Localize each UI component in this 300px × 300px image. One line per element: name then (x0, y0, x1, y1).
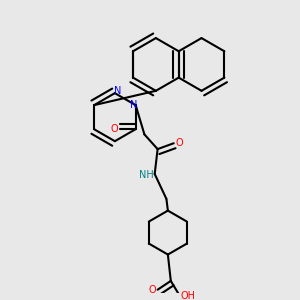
Text: O: O (148, 285, 156, 295)
Text: N: N (130, 100, 137, 110)
Text: O: O (175, 138, 183, 148)
Text: O: O (110, 124, 118, 134)
Text: N: N (113, 86, 121, 96)
Text: NH: NH (139, 170, 153, 181)
Text: OH: OH (181, 291, 196, 300)
